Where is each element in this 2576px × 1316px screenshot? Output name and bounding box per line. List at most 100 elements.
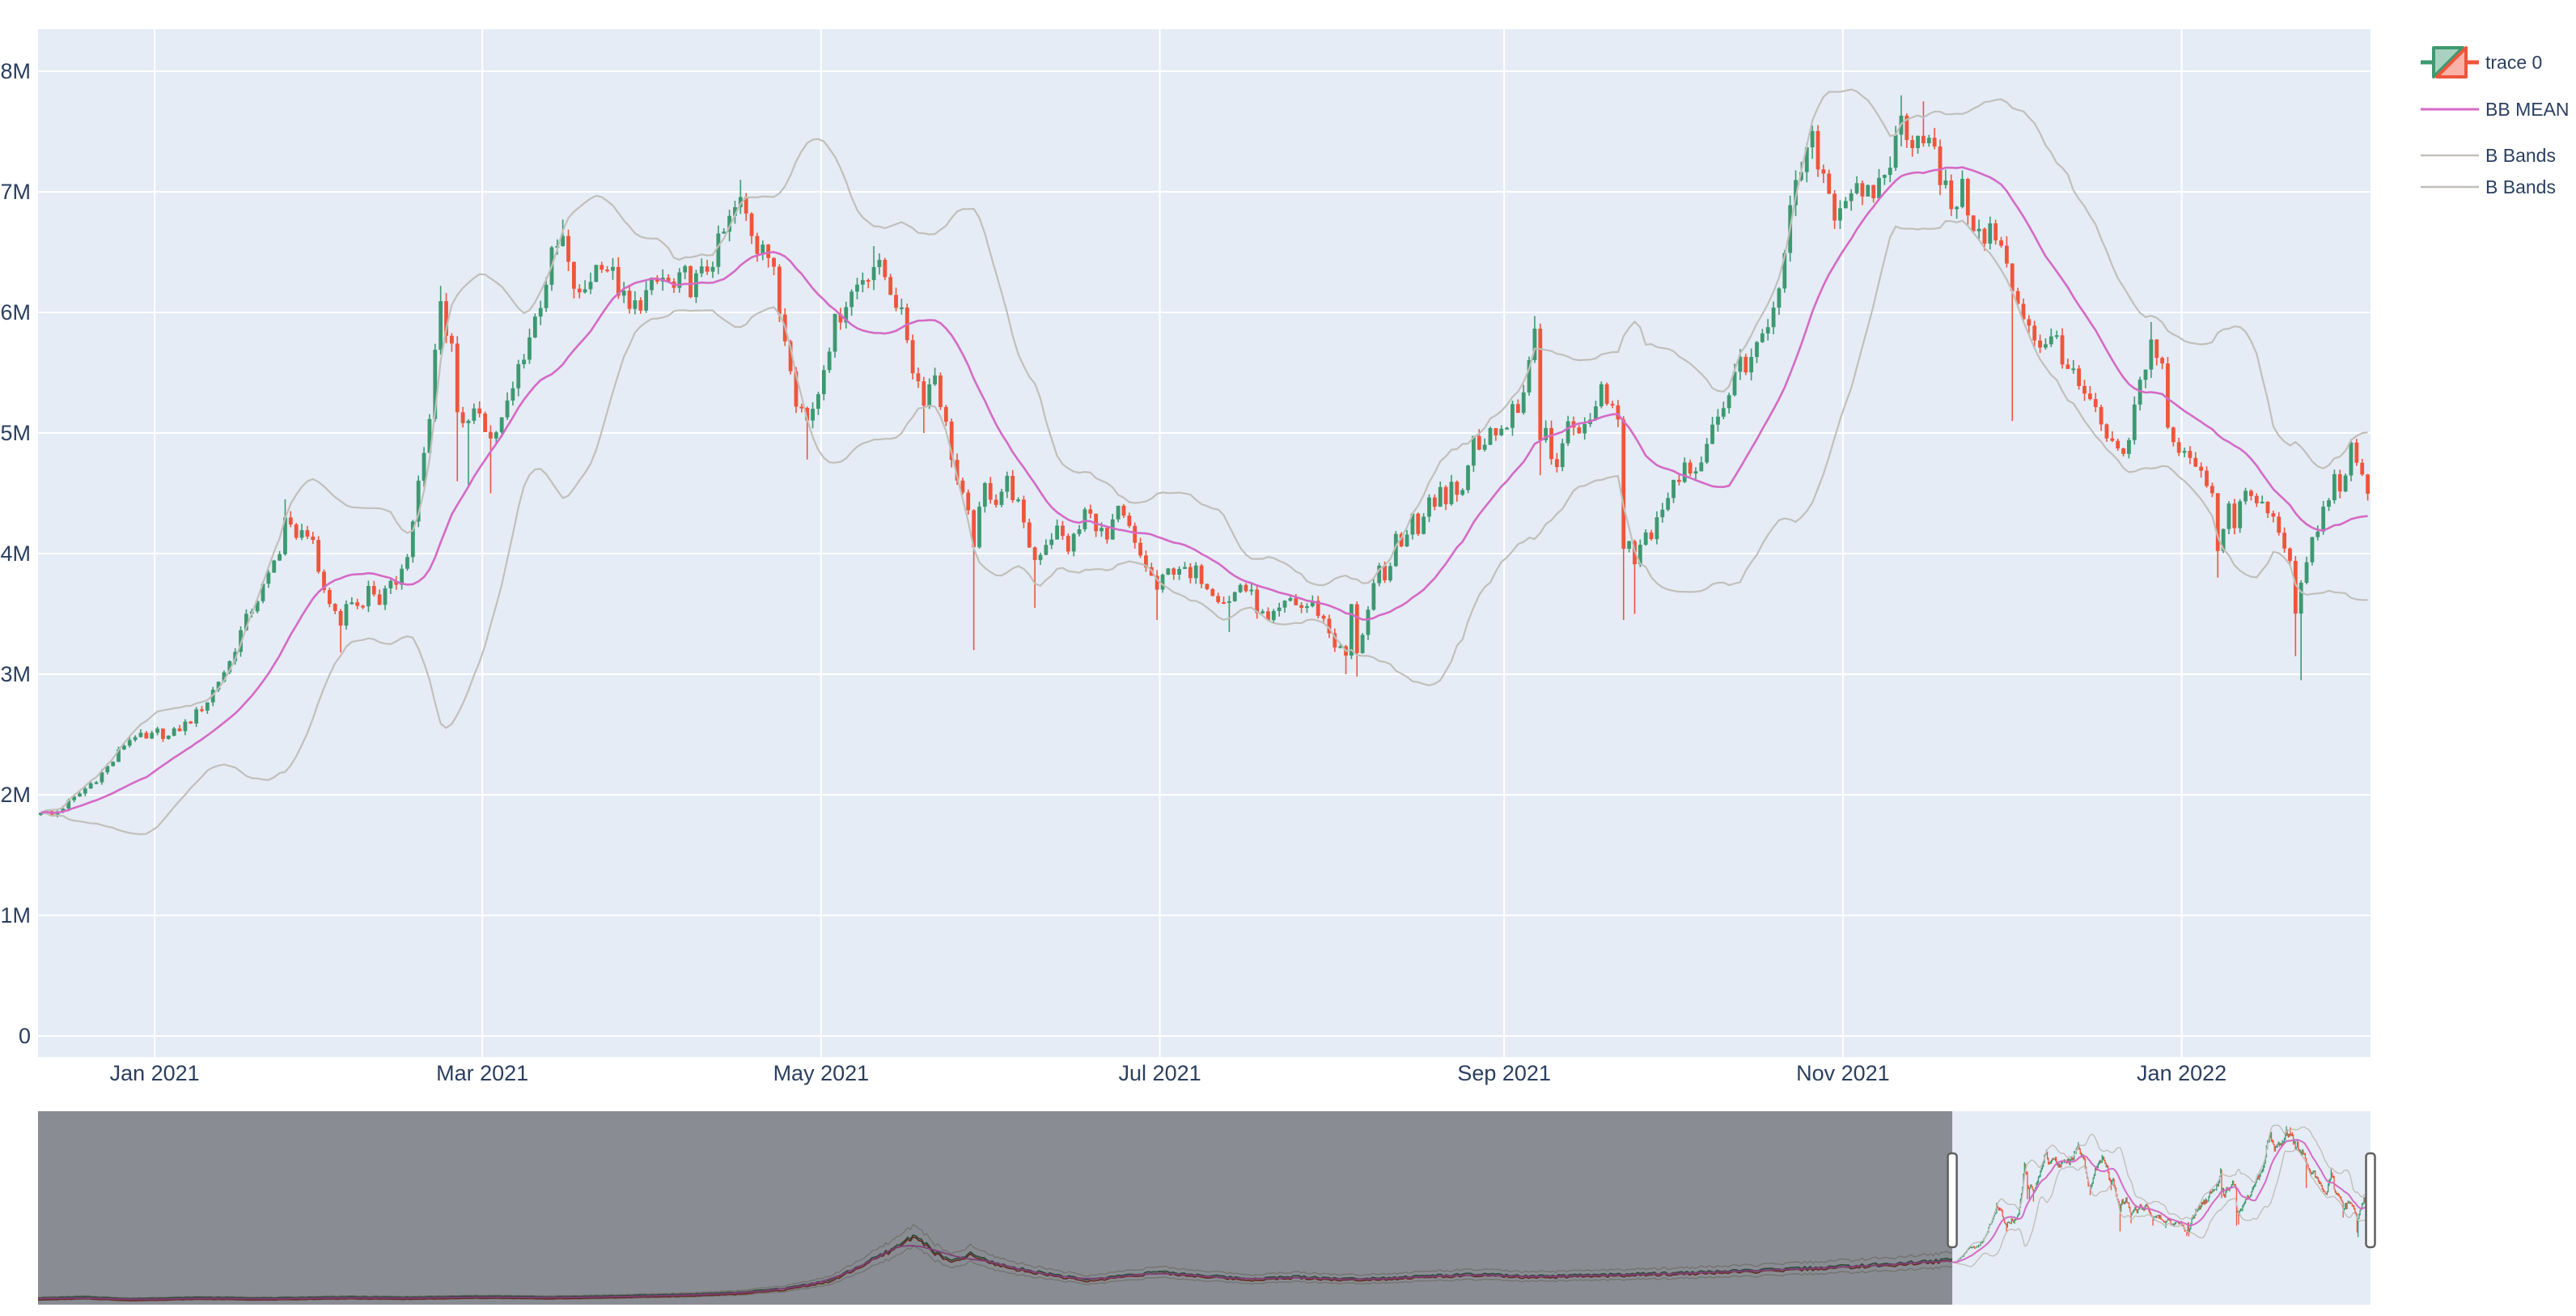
legend-item-bbands-lower[interactable]: B Bands [2421,176,2556,197]
candle-body [1982,228,1987,244]
candle-body [1976,228,1981,231]
candle-body [1354,604,1359,653]
y-tick-label: 8M [0,59,31,83]
candle-body [811,409,815,421]
candle-body [394,580,399,585]
candle-body [1921,135,1926,143]
candle-body [738,197,743,207]
legend-item-trace0[interactable]: trace 0 [2421,46,2542,79]
candle-body [2176,442,2181,453]
candle-body [344,604,349,626]
bb-mean-line [40,166,2368,814]
candle-body [1055,525,1059,540]
candle-body [633,300,638,309]
slider-history-green [37,1233,1953,1300]
candle-body [427,418,432,453]
candle-body [1166,568,1171,575]
candle-body [1227,601,1231,603]
candle-body [383,588,388,605]
candle-body [1460,490,1465,495]
candle-body [2154,339,2159,359]
candle-body [1538,329,1543,440]
candle-body [94,782,99,784]
candle-body [172,728,176,736]
candle-body [1832,193,1837,221]
candle-body [544,284,549,308]
candle-body [2104,424,2109,439]
candle-body [1383,565,1387,581]
candle-body [855,284,859,292]
candle-body [1594,406,1598,420]
candle-body [1621,419,1626,550]
candle-body [538,308,543,317]
candle-body [133,737,138,741]
candle-body [2277,516,2282,533]
candle-body [1827,173,1832,194]
candle-body [577,288,582,293]
candle-body [1916,135,1920,149]
rangeslider-track[interactable] [38,1111,2371,1305]
x-tick-label: Sep 2021 [1457,1061,1551,1085]
candle-body [1277,607,1282,611]
candle-body [2132,404,2137,440]
candle-body [1443,486,1448,504]
candle-body [883,260,888,278]
candle-body [694,273,698,298]
y-tick-label: 7M [0,180,31,204]
candle-body [2288,548,2292,561]
candle-body [2188,451,2193,458]
candle-body [1349,604,1354,656]
candle-body [2127,439,2131,454]
candle-body [1049,539,1054,546]
candle-body [1332,633,1337,648]
candle-body [311,536,316,541]
candle-body [2149,339,2154,370]
slider-band-upper-window [1952,1124,2371,1263]
candle-body [1804,147,1809,172]
candle-body [1455,482,1460,495]
candle-body [2226,503,2231,529]
candle-body [1821,169,1826,174]
candle-body [2265,501,2270,514]
candle-body [788,341,793,371]
candle-body [2110,438,2115,441]
candle-body [938,375,943,407]
candle-body [1016,499,1020,502]
candle-body [499,417,504,433]
candle-body [2071,368,2076,371]
candle-body [1110,519,1115,540]
rangeslider-handle-left[interactable] [1947,1152,1958,1249]
candle-body [1638,545,1642,565]
candle-body [261,584,265,601]
y-axis-ticks: 0 1M 2M 3M 4M 5M 6M 7M 8M [0,59,31,1048]
legend-item-bbands-upper[interactable]: B Bands [2421,145,2556,166]
candle-body [1760,333,1765,342]
candle-body [827,351,832,371]
candle-body [2143,369,2148,380]
candle-body [1493,427,1498,435]
candle-body [111,762,116,766]
candle-body [1871,185,1876,198]
rangeslider-mask[interactable] [38,1111,1953,1305]
candle-body [1393,533,1398,567]
candle-body [916,373,921,382]
plot-area[interactable] [38,29,2371,1057]
candle-body [283,517,287,554]
candle-body [2366,474,2370,495]
candle-body [1532,329,1537,360]
rangeslider-handle-right[interactable] [2365,1152,2376,1249]
legend-item-bb-mean[interactable]: BB MEAN [2421,99,2570,120]
candle-body [1932,138,1937,147]
candle-body [683,265,688,273]
candle-body [305,530,310,537]
rangeslider[interactable] [37,1111,2376,1305]
candle-body [444,301,448,336]
candle-body [433,350,438,419]
candle-body [227,661,232,673]
candle-body [2221,529,2226,551]
candle-body [2249,490,2253,496]
candle-body [1688,462,1693,474]
candle-body [1432,497,1437,507]
candle-body [1854,183,1859,193]
candle-body [1427,497,1431,517]
